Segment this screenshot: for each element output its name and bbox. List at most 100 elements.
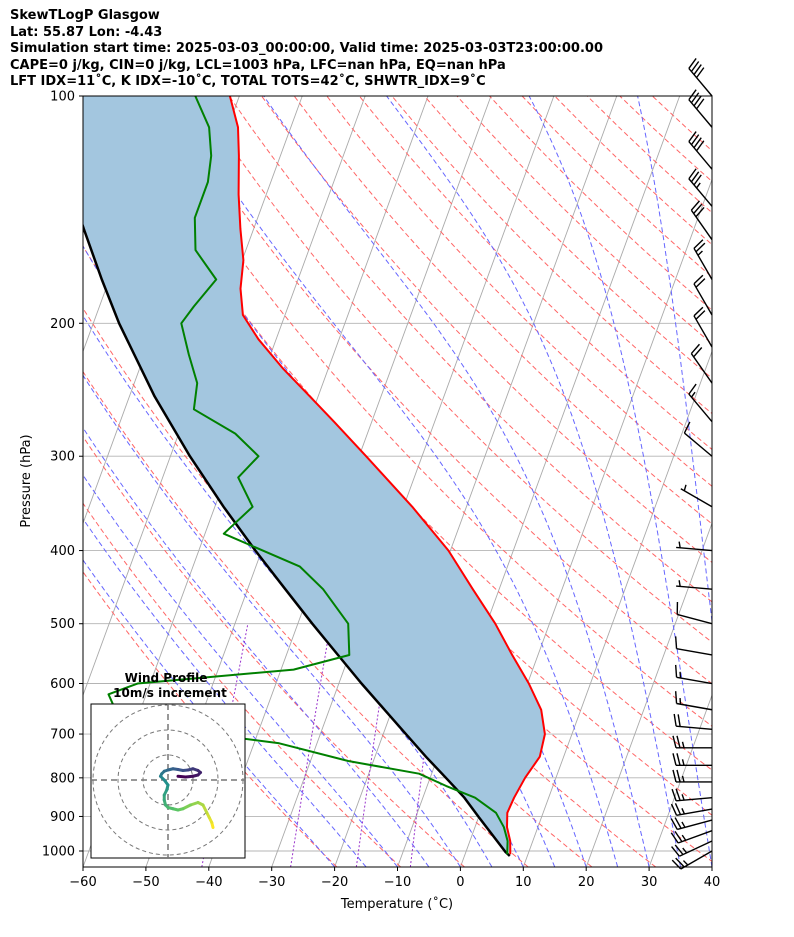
wind-barb-flag [674, 636, 678, 649]
wind-barb-flag [693, 95, 702, 107]
wind-barb-flag [690, 134, 700, 146]
x-tick-label: −30 [258, 875, 285, 890]
moist-adiabat [637, 96, 712, 626]
wind-barb-flag [671, 846, 680, 857]
wind-barb-flag [696, 98, 705, 110]
hodograph-subtitle: 10m/s increment [113, 686, 227, 700]
wind-barb-flag [690, 200, 700, 211]
dry-adiabat [554, 96, 712, 246]
wind-barb-flag [688, 383, 697, 395]
wind-barb-flag [696, 140, 705, 152]
hodograph-title: Wind Profile [125, 671, 208, 685]
wind-barb-flag [693, 306, 704, 317]
wind-barb-staff [693, 315, 713, 348]
wind-barb-half-flag [697, 250, 703, 256]
header: SkewTLogP Glasgow Lat: 55.87 Lon: -4.43 … [10, 8, 603, 91]
wind-barb-staff [677, 830, 713, 844]
wind-barb-flag [695, 278, 706, 288]
y-tick-label: 700 [50, 728, 75, 743]
wind-barb [688, 383, 713, 423]
wind-barb-flag [693, 347, 703, 358]
wind-barb [672, 735, 712, 749]
wind-barb-half-flag [696, 182, 701, 189]
wind-barb-flag [674, 831, 683, 843]
x-tick-label: −60 [69, 875, 96, 890]
wind-barb-half-flag [681, 808, 686, 815]
wind-barb-flag [693, 239, 704, 249]
axes: −60 −50 −40 −30 −20 −10 0 10 20 30 40 1000 900 800 700… [42, 90, 720, 891]
x-tick-label: 40 [704, 875, 721, 890]
wind-barb [688, 131, 713, 170]
wind-barb-staff [693, 247, 713, 280]
indices-line: LFT IDX=11˚C, K IDX=-10˚C, TOTAL TOTS=42… [10, 74, 486, 89]
wind-barb-flag [688, 131, 697, 143]
wind-barbs [670, 57, 713, 870]
y-tick-label: 1000 [42, 845, 75, 860]
x-axis-label: Temperature (˚C) [340, 896, 453, 912]
wind-barb-staff [680, 488, 713, 508]
wind-barb-staff [676, 676, 713, 685]
y-tick-label: 800 [50, 771, 75, 786]
wind-barb-staff [690, 209, 713, 241]
wind-barb-half-flag [681, 794, 685, 801]
isotherm-line [585, 521, 712, 867]
wind-barb-staff [688, 67, 713, 97]
wind-barb-flag [674, 817, 682, 829]
cape-shading [83, 96, 545, 853]
wind-barb-staff [676, 725, 713, 731]
wind-barb-flag [672, 769, 677, 783]
wind-barb-staff [676, 585, 713, 590]
wind-barb [671, 840, 713, 857]
wind-barb-flag [676, 735, 681, 748]
y-tick-label: 200 [50, 317, 75, 332]
wind-barb-staff [688, 99, 713, 128]
wind-barb-flag [688, 168, 697, 180]
wind-barb-flag [671, 859, 682, 870]
dry-adiabat [83, 370, 529, 867]
wind-barb-staff [676, 648, 713, 656]
wind-barb [690, 343, 713, 384]
wind-barb-flag [677, 714, 681, 727]
wind-barb-staff [676, 797, 713, 802]
wind-barb-half-flag [682, 860, 689, 866]
wind-barb-flag [672, 735, 677, 748]
wind-barb-flag [670, 818, 678, 830]
mixing-ratio-line [355, 623, 393, 867]
params-line: CAPE=0 j/kg, CIN=0 j/kg, LCL=1003 hPa, L… [10, 57, 506, 73]
x-tick-label: −50 [132, 875, 159, 890]
wind-barb [676, 580, 713, 590]
wind-barb-staff [676, 808, 713, 817]
wind-barb-flag [676, 769, 681, 783]
location-line: Lat: 55.87 Lon: -4.43 [10, 24, 163, 40]
wind-barb-flag [695, 310, 706, 320]
wind-barb-flag [674, 803, 682, 815]
temperature-profile-line [228, 96, 546, 855]
wind-barb-flag [675, 857, 685, 868]
moist-adiabat [83, 374, 461, 867]
moist-adiabat [386, 96, 681, 867]
wind-barb-flag [690, 61, 700, 72]
wind-barb-staff [683, 432, 713, 457]
wind-barb-flag [688, 57, 697, 69]
wind-barb-half-flag [683, 484, 687, 491]
isotherm-line [522, 350, 712, 867]
dry-adiabat [83, 435, 465, 867]
x-tick-label: −40 [195, 875, 222, 890]
wind-barb [676, 602, 713, 625]
parcel-profile-line [83, 222, 511, 857]
wind-barb [672, 753, 712, 767]
wind-barb-flag [690, 171, 700, 183]
y-tick-label: 900 [50, 810, 75, 825]
wind-barb-staff [679, 840, 713, 857]
y-tick-label: 400 [50, 544, 75, 559]
wind-barb [690, 200, 713, 241]
wind-barb [688, 168, 713, 207]
dry-adiabat [619, 96, 712, 183]
wind-barb-staff [688, 178, 713, 207]
wind-barb-flag [695, 242, 706, 253]
y-tick-label: 300 [50, 450, 75, 465]
wind-barb-half-flag [681, 775, 685, 783]
wind-barb-half-flag [681, 821, 686, 828]
dry-adiabat [293, 96, 712, 525]
wind-barb-flag [674, 664, 678, 678]
